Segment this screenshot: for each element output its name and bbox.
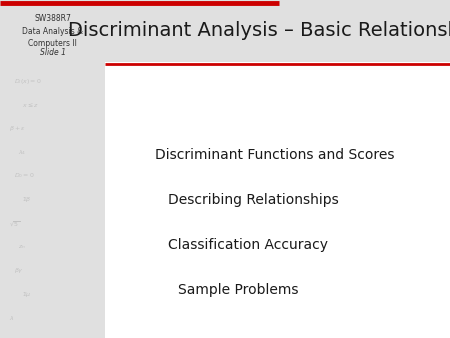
Text: $x \leq z$: $x \leq z$ <box>22 101 40 109</box>
Text: $D_0=0$: $D_0=0$ <box>14 171 34 180</box>
Text: $\lambda$: $\lambda$ <box>9 314 14 322</box>
Text: $\sqrt{5}$: $\sqrt{5}$ <box>9 219 21 227</box>
Bar <box>0 0 105 338</box>
Text: Classification Accuracy: Classification Accuracy <box>168 238 328 252</box>
Text: $\Sigma\beta$: $\Sigma\beta$ <box>22 195 32 204</box>
Text: $D_i(x)=0$: $D_i(x)=0$ <box>14 77 41 86</box>
Bar <box>105 0 450 62</box>
Text: $\beta\gamma$: $\beta\gamma$ <box>14 266 23 275</box>
Text: SW388R7
Data Analysis &
Computers II: SW388R7 Data Analysis & Computers II <box>22 14 83 48</box>
Text: $\beta + \varepsilon$: $\beta + \varepsilon$ <box>9 124 26 133</box>
Text: Discriminant Analysis – Basic Relationships: Discriminant Analysis – Basic Relationsh… <box>68 22 450 41</box>
Text: $z_{n}$: $z_{n}$ <box>18 243 26 251</box>
Text: $\lambda_{4}$: $\lambda_{4}$ <box>18 148 27 156</box>
Text: Slide 1: Slide 1 <box>40 48 66 57</box>
Text: Sample Problems: Sample Problems <box>178 283 298 297</box>
Text: Describing Relationships: Describing Relationships <box>168 193 339 207</box>
Text: Discriminant Functions and Scores: Discriminant Functions and Scores <box>155 148 395 162</box>
Text: $\Sigma\mu$: $\Sigma\mu$ <box>22 290 32 298</box>
